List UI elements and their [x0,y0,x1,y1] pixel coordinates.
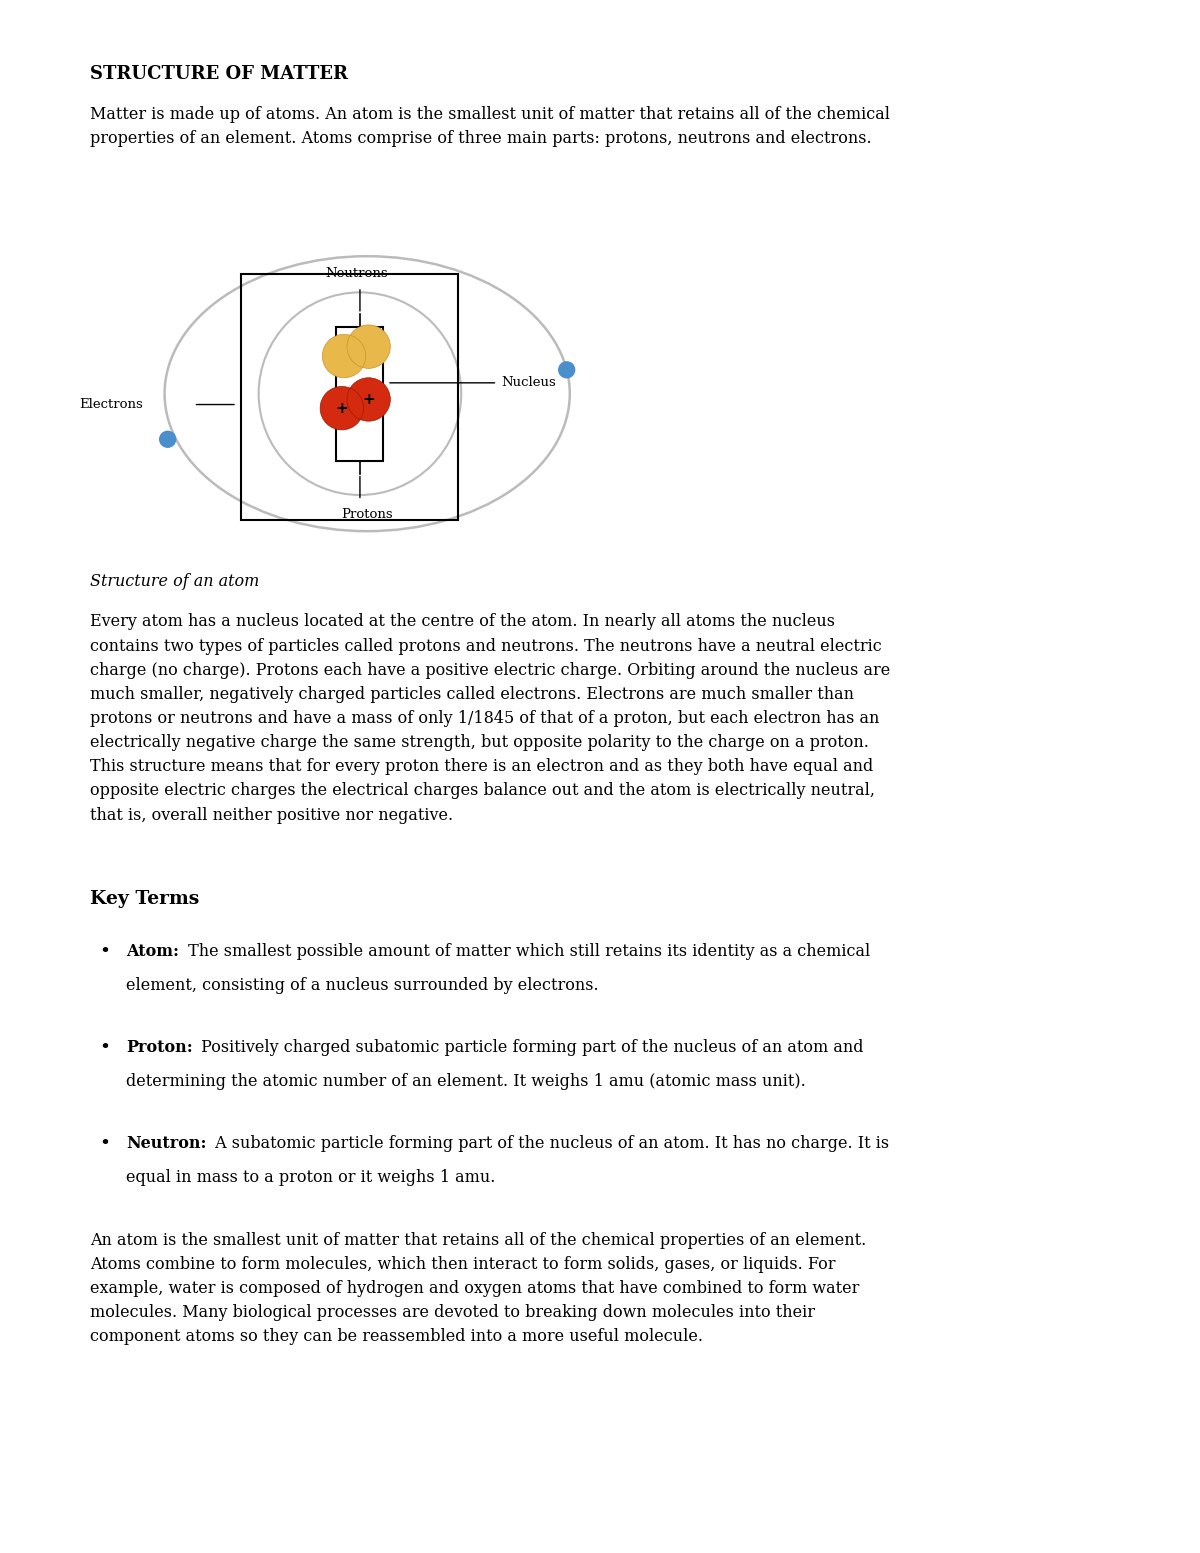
Text: •: • [100,1039,110,1058]
Text: •: • [100,943,110,961]
Text: Atom:: Atom: [126,943,179,960]
Text: An atom is the smallest unit of matter that retains all of the chemical properti: An atom is the smallest unit of matter t… [90,1232,866,1345]
Text: •: • [100,1135,110,1154]
Circle shape [160,432,175,447]
Text: Neutron:: Neutron: [126,1135,206,1152]
Text: STRUCTURE OF MATTER: STRUCTURE OF MATTER [90,65,348,84]
Text: Protons: Protons [341,508,392,520]
Text: Structure of an atom: Structure of an atom [90,573,259,590]
Circle shape [320,387,364,430]
Circle shape [323,334,366,377]
Text: The smallest possible amount of matter which still retains its identity as a che: The smallest possible amount of matter w… [182,943,870,960]
Text: A subatomic particle forming part of the nucleus of an atom. It has no charge. I: A subatomic particle forming part of the… [210,1135,889,1152]
Circle shape [347,325,390,368]
Text: Nucleus: Nucleus [502,376,556,390]
Circle shape [559,362,575,377]
Text: element, consisting of a nucleus surrounded by electrons.: element, consisting of a nucleus surroun… [126,977,599,994]
Text: Key Terms: Key Terms [90,890,199,909]
Bar [336,326,384,461]
Text: Neutrons: Neutrons [325,267,388,280]
Text: +: + [362,391,376,407]
Text: Positively charged subatomic particle forming part of the nucleus of an atom and: Positively charged subatomic particle fo… [197,1039,864,1056]
Bar [240,275,457,520]
Circle shape [347,377,390,421]
Text: Electrons: Electrons [79,398,143,412]
Text: equal in mass to a proton or it weighs 1 amu.: equal in mass to a proton or it weighs 1… [126,1169,496,1186]
Text: Matter is made up of atoms. An atom is the smallest unit of matter that retains : Matter is made up of atoms. An atom is t… [90,106,890,146]
Text: +: + [336,401,348,416]
Text: Every atom has a nucleus located at the centre of the atom. In nearly all atoms : Every atom has a nucleus located at the … [90,613,890,823]
Text: determining the atomic number of an element. It weighs 1 amu (atomic mass unit).: determining the atomic number of an elem… [126,1073,805,1090]
Text: Proton:: Proton: [126,1039,193,1056]
